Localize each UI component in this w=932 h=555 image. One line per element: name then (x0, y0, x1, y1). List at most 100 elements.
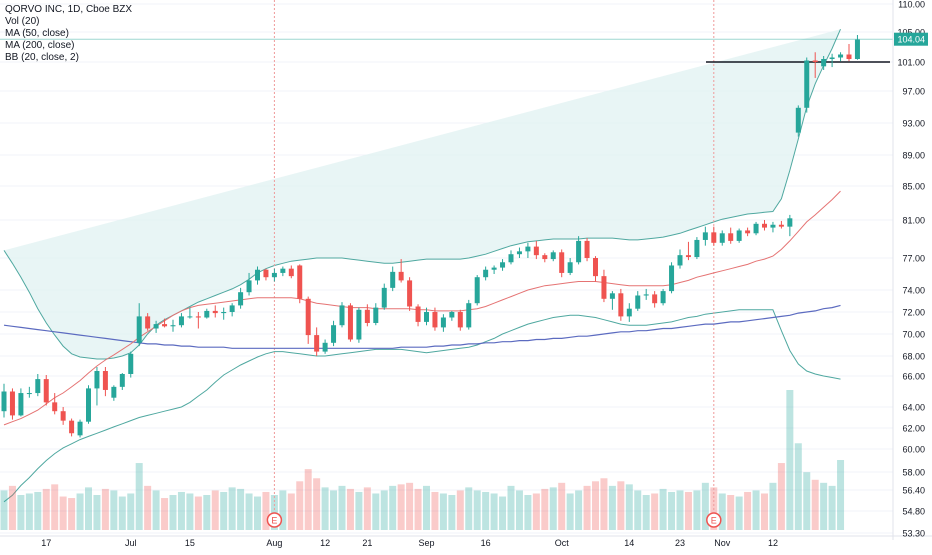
volume-bar[interactable] (254, 496, 261, 530)
earnings-marker-icon[interactable] (706, 512, 722, 528)
candle[interactable] (449, 312, 455, 318)
volume-bar[interactable] (532, 493, 540, 530)
last-price-badge[interactable] (894, 32, 928, 46)
volume-bar[interactable] (93, 495, 101, 530)
volume-bar[interactable] (135, 463, 143, 530)
candle[interactable] (263, 269, 269, 278)
volume-bar[interactable] (777, 463, 785, 530)
candle[interactable] (669, 265, 675, 292)
volume-bar[interactable] (228, 487, 236, 530)
candle[interactable] (52, 402, 58, 412)
volume-bar[interactable] (68, 498, 76, 530)
candle[interactable] (145, 316, 151, 329)
candle[interactable] (373, 307, 379, 323)
volume-bar[interactable] (583, 485, 591, 530)
candle[interactable] (407, 280, 413, 307)
candle[interactable] (508, 254, 514, 263)
volume-bar[interactable] (304, 469, 312, 530)
candle[interactable] (694, 239, 700, 258)
volume-bar[interactable] (465, 487, 473, 530)
candle[interactable] (719, 233, 725, 243)
candle[interactable] (18, 393, 24, 416)
volume-bar[interactable] (321, 487, 329, 530)
candle[interactable] (229, 305, 235, 312)
volume-bar[interactable] (431, 491, 439, 530)
candle[interactable] (69, 420, 75, 434)
candle[interactable] (635, 295, 641, 309)
candle[interactable] (288, 268, 294, 277)
volume-bar[interactable] (515, 490, 523, 530)
candle[interactable] (601, 276, 607, 299)
volume-bar[interactable] (346, 488, 354, 530)
candle[interactable] (111, 386, 117, 398)
candle[interactable] (770, 224, 776, 228)
volume-bar[interactable] (389, 485, 397, 530)
volume-bar[interactable] (473, 490, 481, 530)
candle[interactable] (119, 374, 125, 387)
candle[interactable] (609, 293, 615, 299)
candle[interactable] (364, 309, 370, 323)
candle[interactable] (195, 316, 201, 318)
volume-bar[interactable] (152, 490, 160, 530)
candle[interactable] (212, 310, 218, 314)
ma50-line[interactable] (3, 190, 841, 426)
volume-bar[interactable] (693, 490, 701, 530)
candle[interactable] (567, 262, 573, 273)
candle[interactable] (415, 306, 421, 322)
volume-bar[interactable] (177, 491, 185, 530)
volume-bar[interactable] (85, 487, 92, 530)
candle[interactable] (102, 371, 108, 390)
volume-bar[interactable] (279, 490, 287, 530)
volume-bar[interactable] (34, 491, 42, 530)
candle[interactable] (593, 258, 598, 277)
legend-bollinger[interactable]: BB (20, close, 2) (5, 52, 79, 63)
volume-bar[interactable] (59, 496, 67, 530)
volume-bar[interactable] (718, 493, 726, 530)
candle[interactable] (491, 267, 497, 270)
volume-bar[interactable] (118, 496, 126, 530)
candle[interactable] (60, 411, 66, 421)
candle[interactable] (576, 240, 582, 263)
volume-bar[interactable] (110, 490, 118, 530)
candle[interactable] (170, 325, 176, 327)
candle[interactable] (728, 233, 734, 241)
volume-bar[interactable] (786, 390, 794, 530)
volume-bar[interactable] (144, 485, 152, 530)
candle[interactable] (457, 312, 463, 328)
volume-bar[interactable] (355, 491, 363, 530)
candle[interactable] (762, 223, 767, 228)
candle[interactable] (280, 268, 286, 273)
candle[interactable] (9, 391, 15, 416)
candle[interactable] (702, 232, 708, 240)
volume-bar[interactable] (313, 478, 321, 530)
volume-bar[interactable] (203, 495, 211, 530)
candle[interactable] (643, 294, 649, 296)
candle[interactable] (398, 271, 404, 281)
volume-bar[interactable] (549, 487, 557, 530)
candle[interactable] (77, 421, 83, 436)
volume-bar[interactable] (608, 485, 616, 530)
candle[interactable] (204, 310, 210, 318)
volume-bar[interactable] (701, 482, 709, 530)
candle[interactable] (255, 269, 260, 281)
candle[interactable] (829, 57, 835, 60)
volume-bar[interactable] (769, 482, 777, 530)
candle[interactable] (483, 269, 489, 278)
legend-volume[interactable]: Vol (20) (5, 16, 40, 27)
volume-bar[interactable] (76, 493, 84, 530)
candle[interactable] (584, 240, 590, 258)
candle[interactable] (187, 316, 193, 318)
volume-bar[interactable] (659, 488, 667, 530)
candle[interactable] (821, 59, 827, 67)
candle[interactable] (246, 280, 252, 293)
earnings-marker-icon[interactable] (266, 512, 283, 528)
volume-bar[interactable] (761, 493, 768, 530)
volume-bar[interactable] (642, 495, 650, 530)
candle[interactable] (745, 230, 751, 234)
volume-bar[interactable] (558, 482, 566, 530)
candle[interactable] (1, 391, 7, 412)
candle[interactable] (854, 39, 860, 60)
volume-bar[interactable] (794, 443, 802, 530)
volume-bar[interactable] (541, 488, 549, 530)
volume-bar[interactable] (8, 485, 16, 530)
